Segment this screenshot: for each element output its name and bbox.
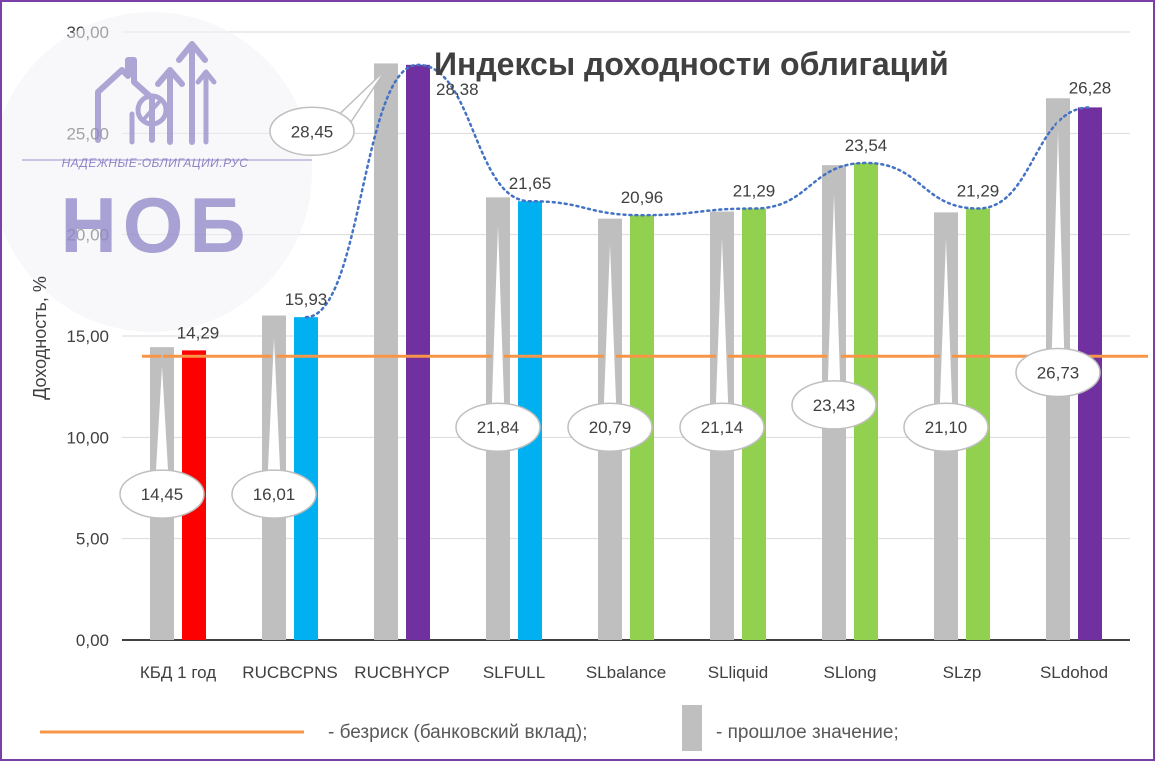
callout-previous: 20,79: [567, 224, 653, 452]
x-tick-label: SLbalance: [586, 663, 666, 682]
callout-previous: 28,45: [269, 68, 387, 157]
data-label-current: 20,96: [621, 188, 664, 207]
callout-fill: [905, 404, 987, 450]
callout-previous: 16,01: [231, 321, 317, 519]
callout-label: 14,45: [141, 485, 184, 504]
data-label-current: 21,29: [733, 182, 776, 201]
house-percent-arrows-icon: [95, 41, 217, 145]
lines-layer: [142, 63, 1148, 358]
x-tick-label: SLdohod: [1040, 663, 1108, 682]
watermark-brand-text: НОБ: [60, 181, 251, 269]
callout-previous: 21,10: [903, 218, 989, 452]
callout-label: 21,14: [701, 418, 744, 437]
callout-fill: [121, 471, 203, 517]
callout-label: 20,79: [589, 418, 632, 437]
x-tick-label: RUCBCPNS: [242, 663, 337, 682]
callout-label: 21,10: [925, 418, 968, 437]
callout-fill: [457, 404, 539, 450]
x-tick-label: RUCBHYCP: [354, 663, 449, 682]
legend-riskfree-label: - безриск (банковский вклад);: [328, 722, 588, 743]
y-tick-label: 15,00: [66, 327, 109, 346]
callout-previous: 23,43: [791, 171, 877, 430]
trend-line: [304, 63, 1092, 319]
callout-previous: 21,14: [679, 217, 765, 452]
data-label-current: 15,93: [285, 290, 328, 309]
bar-previous: [374, 63, 398, 641]
x-tick-label: SLFULL: [483, 663, 545, 682]
callout-label: 21,84: [477, 418, 520, 437]
data-label-current: 21,29: [957, 182, 1000, 201]
callout-label: 28,45: [291, 122, 334, 141]
callout-fill: [233, 471, 315, 517]
x-tick-label: SLliquid: [708, 663, 769, 682]
y-tick-label: 0,00: [76, 631, 109, 650]
watermark-site-text: НАДЕЖНЫЕ-ОБЛИГАЦИИ.РУС: [62, 156, 249, 170]
callout-fill: [569, 404, 651, 450]
chart-title: Индексы доходности облигаций: [434, 46, 949, 82]
callout-label: 26,73: [1037, 363, 1080, 382]
legend-previous-label: - прошлое значение;: [716, 722, 899, 743]
x-tick-label: SLlong: [824, 663, 877, 682]
callout-label: 23,43: [813, 396, 856, 415]
x-tick-label: SLzp: [943, 663, 982, 682]
y-tick-label: 10,00: [66, 428, 109, 447]
labels-layer: 14,29 14,45 15,93 16,01 28,38 28,45 21,65 21,84…: [119, 68, 1112, 519]
callout-fill: [793, 382, 875, 428]
y-axis-title: Доходность, %: [30, 276, 50, 400]
watermark: НАДЕЖНЫЕ-ОБЛИГАЦИИ.РУС НОБ: [2, 12, 312, 332]
callout-fill: [271, 108, 353, 154]
legend-previous-swatch: [682, 705, 702, 751]
data-label-current: 21,65: [509, 174, 552, 193]
data-label-current: 26,28: [1069, 78, 1112, 97]
watermark-backdrop: [2, 12, 312, 332]
callout-previous: 26,73: [1015, 104, 1101, 398]
bar-current: [406, 64, 430, 640]
data-label-current: 14,29: [177, 323, 220, 342]
callout-label: 16,01: [253, 485, 296, 504]
x-tick-label: КБД 1 год: [140, 663, 216, 682]
legend: - безриск (банковский вклад); - прошлое …: [40, 705, 899, 751]
callout-previous: 14,45: [119, 353, 205, 519]
callout-fill: [681, 404, 763, 450]
data-label-current: 28,38: [436, 80, 479, 99]
callout-previous: 21,84: [455, 203, 541, 452]
y-tick-label: 5,00: [76, 530, 109, 549]
data-label-current: 23,54: [845, 136, 888, 155]
callout-fill: [1017, 349, 1099, 395]
